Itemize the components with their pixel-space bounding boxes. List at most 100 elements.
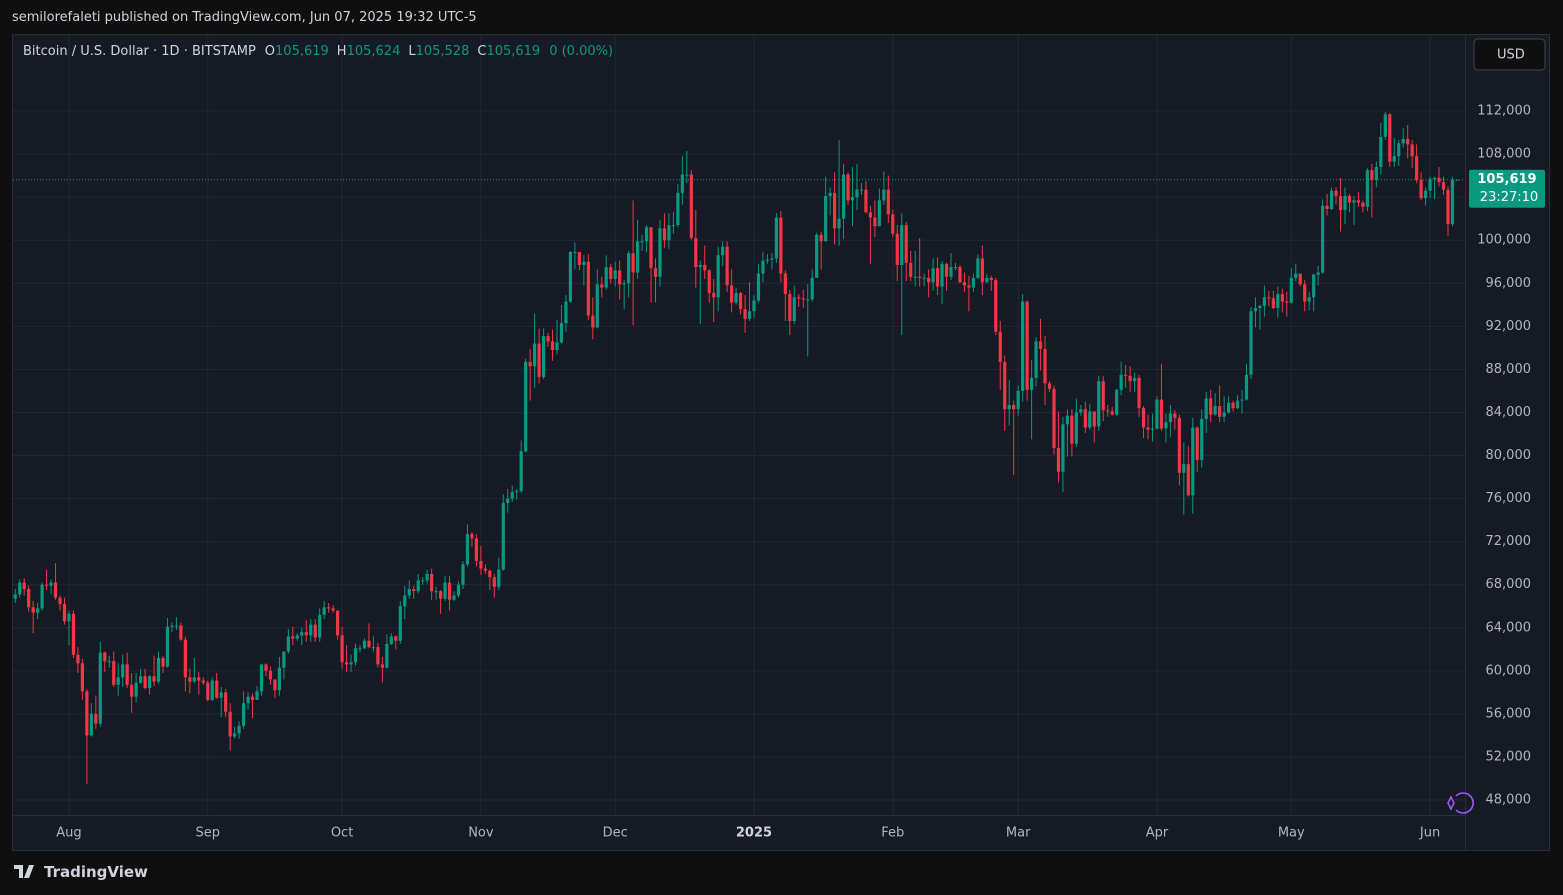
x-tick-label: Aug: [56, 826, 81, 841]
candle-body: [506, 498, 510, 503]
candle-body: [398, 606, 402, 641]
axes: 48,000 52,000 56,000 60,000 64,000 68,000 72,0…: [56, 104, 1545, 841]
candle-body: [1007, 404, 1011, 410]
candle-body: [730, 285, 734, 303]
candle-body: [1406, 139, 1410, 145]
candle-body: [680, 174, 684, 193]
last-price-box: [1469, 169, 1545, 208]
candle-body: [1294, 273, 1298, 278]
candle-body: [541, 336, 546, 377]
candle-body: [891, 214, 895, 234]
ohlc-key: H: [336, 44, 347, 59]
candle-body: [474, 538, 479, 562]
candle-body: [577, 252, 581, 265]
candle-body: [1262, 297, 1267, 306]
candle-body: [425, 573, 429, 581]
candle-body: [470, 534, 474, 539]
y-tick-label: 96,000: [1486, 276, 1532, 291]
candle-body: [1056, 447, 1061, 472]
candle-body: [815, 234, 819, 278]
symbol: Bitcoin / U.S. Dollar · 1D · BITSTAMP: [23, 44, 256, 59]
candle-body: [143, 676, 147, 689]
candle-body: [1083, 409, 1087, 428]
candle-body: [868, 212, 873, 218]
candle-body: [909, 262, 913, 277]
candle-body: [850, 197, 855, 201]
candle-body: [550, 341, 555, 351]
assistant-icon[interactable]: [1447, 792, 1474, 814]
candle-body: [389, 636, 393, 644]
currency-button[interactable]: [1473, 38, 1546, 71]
candle-body: [465, 534, 470, 565]
candle-body: [810, 277, 814, 300]
candle-body: [591, 315, 595, 328]
candle-body: [604, 267, 608, 288]
candle-body: [689, 174, 693, 239]
candle-body: [1159, 399, 1164, 429]
candle-body: [107, 661, 111, 663]
candle-body: [295, 635, 299, 639]
candle-body: [1334, 190, 1338, 197]
candle-body: [927, 277, 931, 283]
y-tick-label: 100,000: [1477, 233, 1531, 248]
candle-body: [1088, 411, 1092, 428]
y-tick-label: 60,000: [1486, 663, 1532, 678]
candle-body: [1455, 179, 1459, 181]
x-tick-label: May: [1278, 826, 1305, 841]
candle-body: [1253, 308, 1258, 312]
candle-body: [568, 252, 573, 302]
candle-body: [264, 664, 268, 671]
candle-body: [1244, 374, 1249, 400]
candle-body: [1110, 411, 1114, 415]
candle-body: [192, 677, 196, 682]
candle-body: [492, 577, 496, 587]
candle-body: [62, 604, 67, 622]
candle-body: [631, 253, 635, 273]
candle-body: [703, 264, 707, 271]
candle-body: [841, 174, 846, 219]
candle-body: [1177, 417, 1181, 473]
candle-body: [559, 323, 564, 343]
candle-body: [1361, 202, 1365, 207]
candle-body: [430, 573, 434, 592]
candle-body: [855, 189, 859, 198]
candle-body: [913, 276, 917, 278]
candle-body: [1231, 402, 1235, 409]
candle-body: [228, 711, 232, 737]
ohlc-value: 105,619: [486, 44, 541, 59]
candle-body: [273, 679, 277, 691]
candle-body: [309, 624, 313, 636]
candle-body: [524, 361, 528, 452]
candle-body: [1258, 305, 1262, 309]
candle-body: [112, 661, 116, 685]
candle-body: [1150, 428, 1155, 430]
candle-body: [1106, 410, 1110, 412]
candle-body: [989, 277, 993, 281]
candle-body: [940, 263, 944, 287]
candle-body: [725, 246, 729, 286]
candle-body: [1374, 166, 1378, 180]
x-tick-label: Oct: [331, 826, 353, 841]
candle-body: [658, 228, 662, 277]
candle-body: [586, 261, 590, 316]
candle-body: [421, 580, 425, 582]
candle-body: [291, 636, 295, 639]
ohlc-key: L: [408, 44, 416, 59]
candle-body: [1182, 464, 1186, 473]
candle-body: [859, 189, 864, 191]
candle-body: [134, 682, 138, 697]
candle-body: [71, 613, 76, 655]
candle-body: [671, 225, 676, 227]
candle-body: [685, 174, 689, 176]
candle-body: [1307, 297, 1311, 302]
candle-body: [44, 584, 49, 586]
candle-body: [1415, 156, 1419, 180]
candle-body: [250, 696, 255, 700]
x-tick-label: 2025: [736, 826, 772, 841]
y-tick-label: 76,000: [1486, 491, 1532, 506]
candle-body: [595, 284, 599, 328]
candle-body: [994, 280, 998, 332]
candle-body: [179, 625, 183, 640]
candle-body: [653, 268, 658, 277]
